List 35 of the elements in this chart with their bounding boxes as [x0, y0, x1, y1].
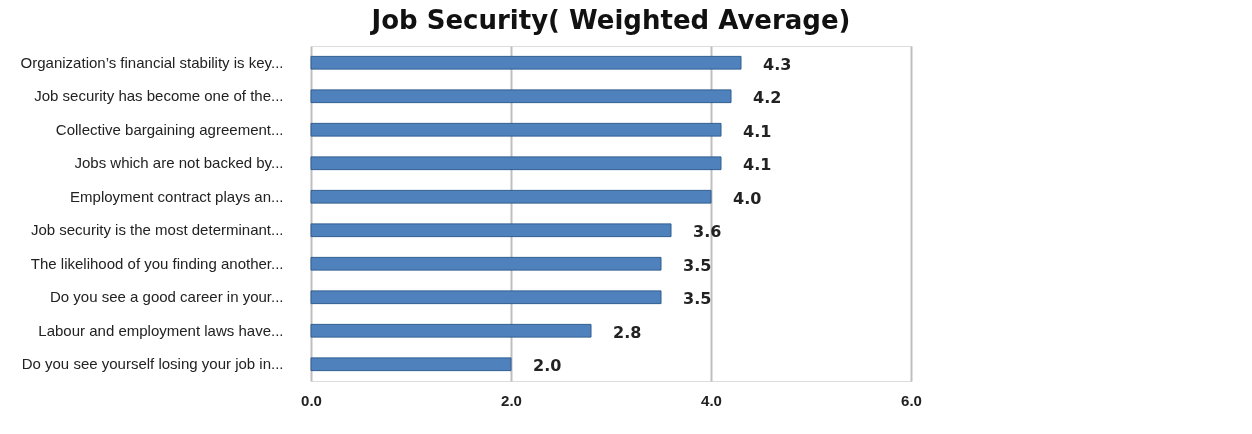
x-tick-label: 6.0: [901, 391, 922, 409]
data-label: 3.5: [683, 289, 712, 309]
bar: [310, 156, 722, 171]
bar: [310, 290, 662, 305]
y-tick-label: Jobs which are not backed by...: [74, 154, 284, 172]
data-label: 3.6: [693, 222, 722, 242]
y-tick-label: Organization’s financial stability is key...: [20, 53, 284, 71]
y-tick-label: The likelihood of you finding another...: [30, 254, 284, 272]
x-tick-label: 0.0: [301, 391, 322, 409]
y-tick-label: Do you see yourself losing your job in...: [21, 355, 284, 373]
data-label: 4.1: [743, 121, 772, 141]
bar: [310, 256, 662, 271]
bar: [310, 357, 512, 372]
y-tick-label: Employment contract plays an...: [70, 187, 284, 205]
data-label: 4.0: [733, 188, 762, 208]
data-label: 4.3: [763, 54, 792, 74]
chart-title: Job Security( Weighted Average): [369, 5, 851, 35]
y-tick-label: Labour and employment laws have...: [38, 321, 284, 339]
bar: [310, 223, 672, 238]
data-label: 2.0: [533, 356, 562, 376]
bar: [310, 122, 722, 137]
x-tick-label: 4.0: [701, 391, 722, 409]
bar: [310, 323, 592, 338]
y-tick-label: Do you see a good career in your...: [50, 288, 284, 306]
data-label: 3.5: [683, 255, 712, 275]
y-tick-label: Job security has become one of the...: [34, 87, 284, 105]
data-label: 2.8: [613, 322, 642, 342]
data-label: 4.2: [753, 88, 782, 108]
x-tick-label: 2.0: [501, 391, 522, 409]
bar: [310, 89, 732, 104]
y-tick-label: Collective bargaining agreement...: [55, 120, 284, 138]
y-tick-label: Job security is the most determinant...: [30, 221, 284, 239]
bar: [310, 55, 742, 70]
data-label: 4.1: [743, 155, 772, 175]
bar: [310, 189, 712, 204]
